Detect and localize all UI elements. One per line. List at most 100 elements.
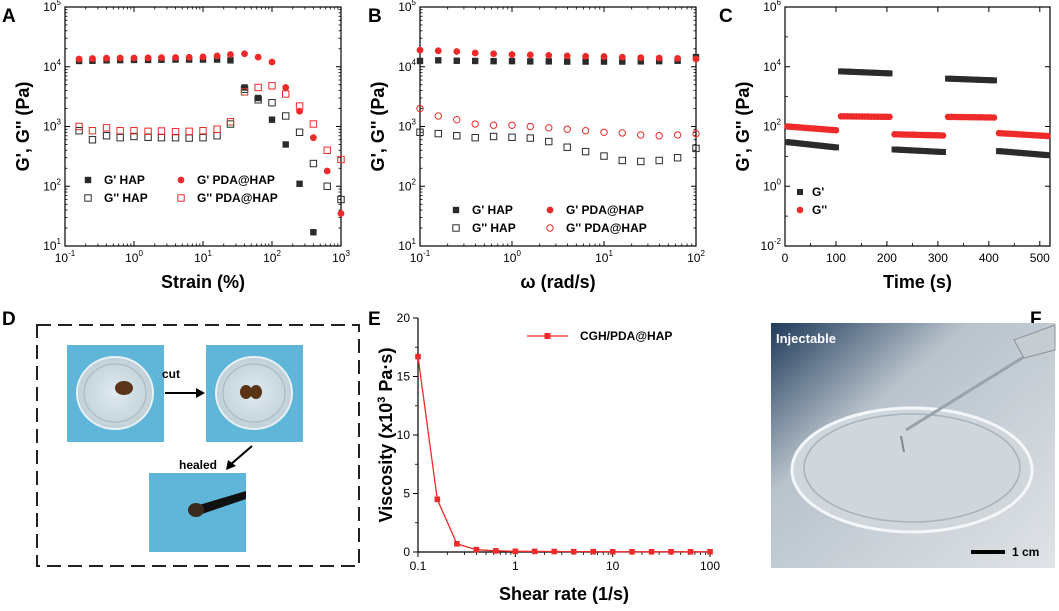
data-point [226, 118, 235, 126]
data-point [600, 53, 608, 60]
data-point [1011, 149, 1018, 156]
data-point [75, 122, 83, 131]
data-point [526, 134, 534, 142]
data-point [1026, 150, 1033, 157]
data-point [939, 132, 947, 139]
y-tick-label-exp: 2 [57, 177, 62, 186]
data-point [213, 56, 221, 63]
data-point [453, 48, 461, 55]
chart-e-viscosity: 0.1 1 10 100 0 5 10 15 20 CGH/PDA@HAP Shear rate (… [376, 311, 720, 604]
data-point [990, 77, 997, 84]
data-point [590, 548, 597, 555]
data-point [75, 127, 83, 135]
data-point [508, 57, 516, 65]
data-point [116, 54, 124, 62]
photo-after-cut [206, 345, 303, 442]
data-point [687, 548, 694, 555]
x-tick-label-exp: -1 [68, 249, 76, 258]
data-point [903, 147, 910, 154]
data-point [799, 140, 806, 147]
data-point [172, 54, 179, 61]
data-point [891, 146, 898, 153]
data-point [282, 90, 290, 98]
data-point [416, 104, 424, 113]
data-point [874, 69, 881, 76]
data-point [859, 69, 866, 76]
data-point [213, 125, 221, 133]
data-point [972, 76, 979, 83]
x-tick-label-base: 10 [263, 251, 277, 265]
y-tick-label-base: 10 [398, 239, 412, 253]
panel-label-e: E [368, 309, 381, 330]
legend-entry: G'' PDA@HAP [566, 221, 647, 235]
data-point [877, 70, 884, 77]
data-point [489, 132, 498, 141]
data-point [619, 58, 626, 65]
y-tick-label: 103 [398, 118, 416, 134]
data-point [415, 353, 421, 360]
x-tick-label: 102 [263, 249, 281, 265]
y-tick-label: 10-2 [761, 237, 782, 253]
data-point [811, 142, 818, 149]
data-point [227, 57, 234, 64]
data-point [894, 146, 901, 153]
y-tick-label-exp: 1 [57, 237, 62, 246]
plot-frame [419, 6, 697, 247]
data-point [254, 94, 262, 102]
data-point [933, 148, 940, 155]
x-tick-label-exp: -1 [423, 249, 431, 258]
series-markers [415, 353, 713, 555]
data-point [948, 75, 955, 82]
data-point [545, 124, 553, 132]
data-point [295, 102, 304, 110]
x-axis-label: Shear rate (1/s) [499, 584, 629, 604]
legend-entry: G'' HAP [104, 191, 148, 205]
healed-hydrogel [188, 503, 204, 517]
y-tick-label: 102 [43, 177, 61, 193]
data-point [808, 141, 815, 148]
y-tick-label-exp: 1 [412, 237, 417, 246]
data-point [416, 46, 424, 54]
data-point [668, 548, 674, 555]
photo-before-cut [67, 345, 164, 442]
data-point [930, 148, 937, 155]
data-point [823, 143, 830, 150]
data-point [1008, 149, 1015, 156]
legend-marker [546, 224, 554, 232]
data-point [600, 58, 608, 65]
data-point [793, 140, 800, 147]
data-point [158, 54, 165, 62]
data-point [551, 548, 558, 555]
data-point [337, 155, 345, 164]
x-tick-label: 100 [700, 559, 720, 573]
data-point [563, 143, 571, 151]
data-point [213, 132, 221, 140]
y-tick-label-base: 10 [398, 60, 412, 74]
panel-label-b: B [368, 6, 382, 27]
data-point [434, 112, 442, 120]
data-point [856, 69, 863, 76]
data-point [254, 96, 262, 104]
x-tick-label-base: 10 [55, 251, 69, 265]
data-point [268, 99, 276, 107]
data-point [471, 120, 479, 128]
x-tick-label-exp: 0 [138, 249, 143, 258]
data-point [871, 69, 878, 76]
data-point [945, 75, 952, 82]
legend-entry: CGH/PDA@HAP [580, 329, 672, 343]
data-point [969, 76, 976, 83]
data-point [865, 69, 872, 76]
series-g-prime [784, 68, 1051, 159]
data-point [545, 58, 552, 65]
data-point [581, 147, 590, 156]
data-point [847, 68, 854, 75]
arrow-healed [229, 445, 253, 466]
data-point [692, 144, 700, 153]
legend-entry: G' PDA@HAP [566, 203, 644, 217]
petri-dish [790, 406, 1034, 534]
data-point [990, 114, 998, 121]
legend-marker [546, 206, 554, 214]
data-point [531, 548, 538, 555]
data-point [309, 134, 317, 142]
